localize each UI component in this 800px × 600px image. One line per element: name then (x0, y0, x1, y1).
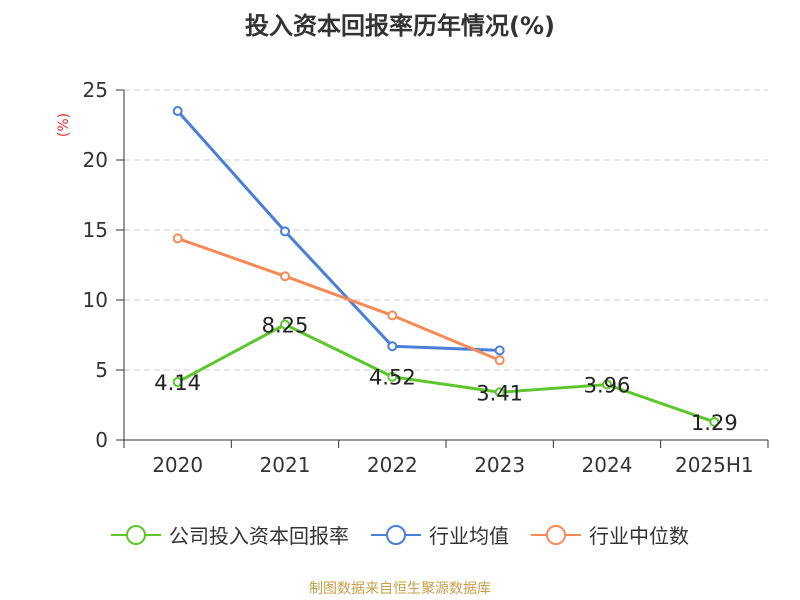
chart-title: 投入资本回报率历年情况(%) (245, 12, 555, 40)
x-tick-label-2021: 2021 (260, 453, 311, 477)
x-tick-label-2025H1: 2025H1 (675, 453, 754, 477)
series-line-2 (177, 236, 501, 362)
data-label-2025H1: 1.29 (691, 411, 738, 435)
y-tick-label-20: 20 (83, 148, 108, 172)
data-label-2021: 8.25 (262, 314, 309, 338)
data-label-2020: 4.14 (154, 371, 201, 395)
y-tick-label-15: 15 (83, 218, 108, 242)
series-0-point-2023 (494, 387, 505, 398)
grid-layer (124, 89, 768, 371)
series-1-point-2020 (172, 106, 183, 116)
y-axis-label: (%) (56, 113, 72, 137)
series-0-point-2025H1 (709, 416, 720, 427)
series-2-point-2023 (494, 355, 505, 366)
series-0-point-2022 (387, 371, 398, 382)
data-label-2024: 3.96 (584, 374, 631, 398)
source-note: 制图数据来自恒生聚源数据库 (309, 581, 491, 597)
series-2-point-2022 (387, 310, 398, 321)
legend-label-industry-mean: 行业均值 (429, 524, 509, 548)
label-layer: 4.14 8.25 4.52 3.41 3.96 1.29 (154, 314, 737, 435)
legend-marker-company-icon (111, 524, 161, 545)
series-2-point-2020 (172, 233, 183, 244)
series-0-point-2024 (602, 379, 612, 390)
series-layer (172, 106, 720, 427)
legend-label-company: 公司投入资本回报率 (169, 524, 349, 548)
series-2-point-2021 (280, 271, 290, 282)
legend-marker-industry-median-icon (531, 524, 581, 545)
series-1-point-2022 (387, 341, 398, 352)
series-1-point-2023 (494, 345, 505, 356)
y-tick-label-10: 10 (83, 288, 108, 312)
legend-label-industry-median: 行业中位数 (589, 524, 689, 548)
series-line-1 (176, 110, 500, 352)
legend-item-industry-median[interactable]: 行业中位数 (531, 520, 689, 549)
data-label-2023: 3.41 (476, 381, 523, 405)
legend-marker-industry-mean-icon (371, 524, 421, 545)
x-tick-label-2024: 2024 (582, 453, 633, 477)
series-1-point-2021 (280, 226, 290, 237)
y-tick-label-5: 5 (95, 358, 108, 382)
series-line-0 (176, 323, 715, 424)
x-tick-label-2022: 2022 (367, 453, 418, 477)
legend-item-company[interactable]: 公司投入资本回报率 (111, 520, 349, 549)
legend-item-industry-mean[interactable]: 行业均值 (371, 520, 509, 549)
y-tick-label-0: 0 (95, 428, 108, 452)
x-tick-label-2023: 2023 (474, 453, 525, 477)
series-0-point-2020 (172, 377, 183, 388)
series-0-point-2021 (280, 319, 290, 330)
legend: 公司投入资本回报率 行业均值 行业中位数 (0, 520, 800, 549)
y-tick-label-25: 25 (83, 78, 108, 102)
axis-layer: 0 5 10 15 20 25 2020 2021 2022 2023 2024 2025H1 (%) (56, 78, 769, 477)
x-tick-label-2020: 2020 (152, 453, 203, 477)
data-label-2022: 4.52 (369, 366, 416, 390)
